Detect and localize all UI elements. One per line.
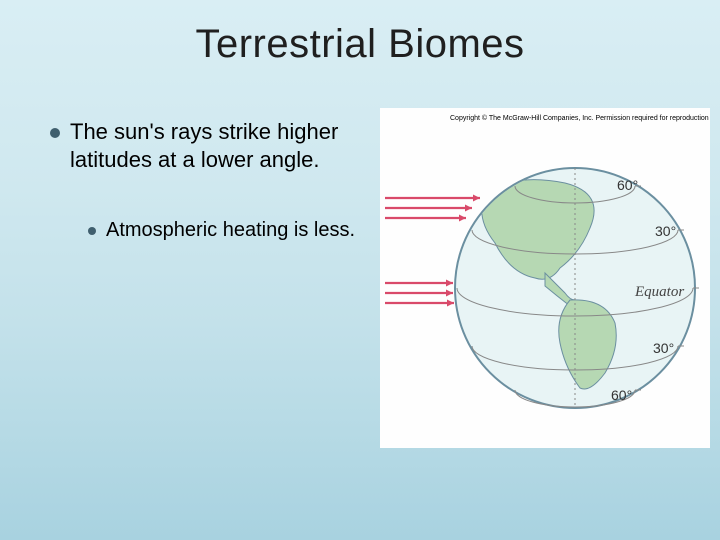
globe-group: 60° 30° Equator 30° 60°: [455, 168, 699, 408]
bullet-sub-text: Atmospheric heating is less.: [106, 218, 376, 243]
lat-label-s60: 60°: [611, 387, 632, 403]
lat-label-equator: Equator: [634, 284, 684, 300]
globe-figure: Copyright © The McGraw-Hill Companies, I…: [380, 108, 710, 448]
copyright-text: Copyright © The McGraw-Hill Companies, I…: [450, 114, 710, 122]
lat-label-n60: 60°: [617, 177, 638, 193]
lat-label-n30: 30°: [655, 223, 676, 239]
page-title: Terrestrial Biomes: [0, 22, 720, 67]
lat-label-s30: 30°: [653, 340, 674, 356]
bullet-main-text: The sun's rays strike higher latitudes a…: [70, 118, 370, 173]
bullet-dot-main: [50, 128, 60, 138]
slide: Terrestrial Biomes The sun's rays strike…: [0, 0, 720, 540]
bullet-dot-sub: [88, 227, 96, 235]
globe-svg: Copyright © The McGraw-Hill Companies, I…: [380, 108, 710, 448]
